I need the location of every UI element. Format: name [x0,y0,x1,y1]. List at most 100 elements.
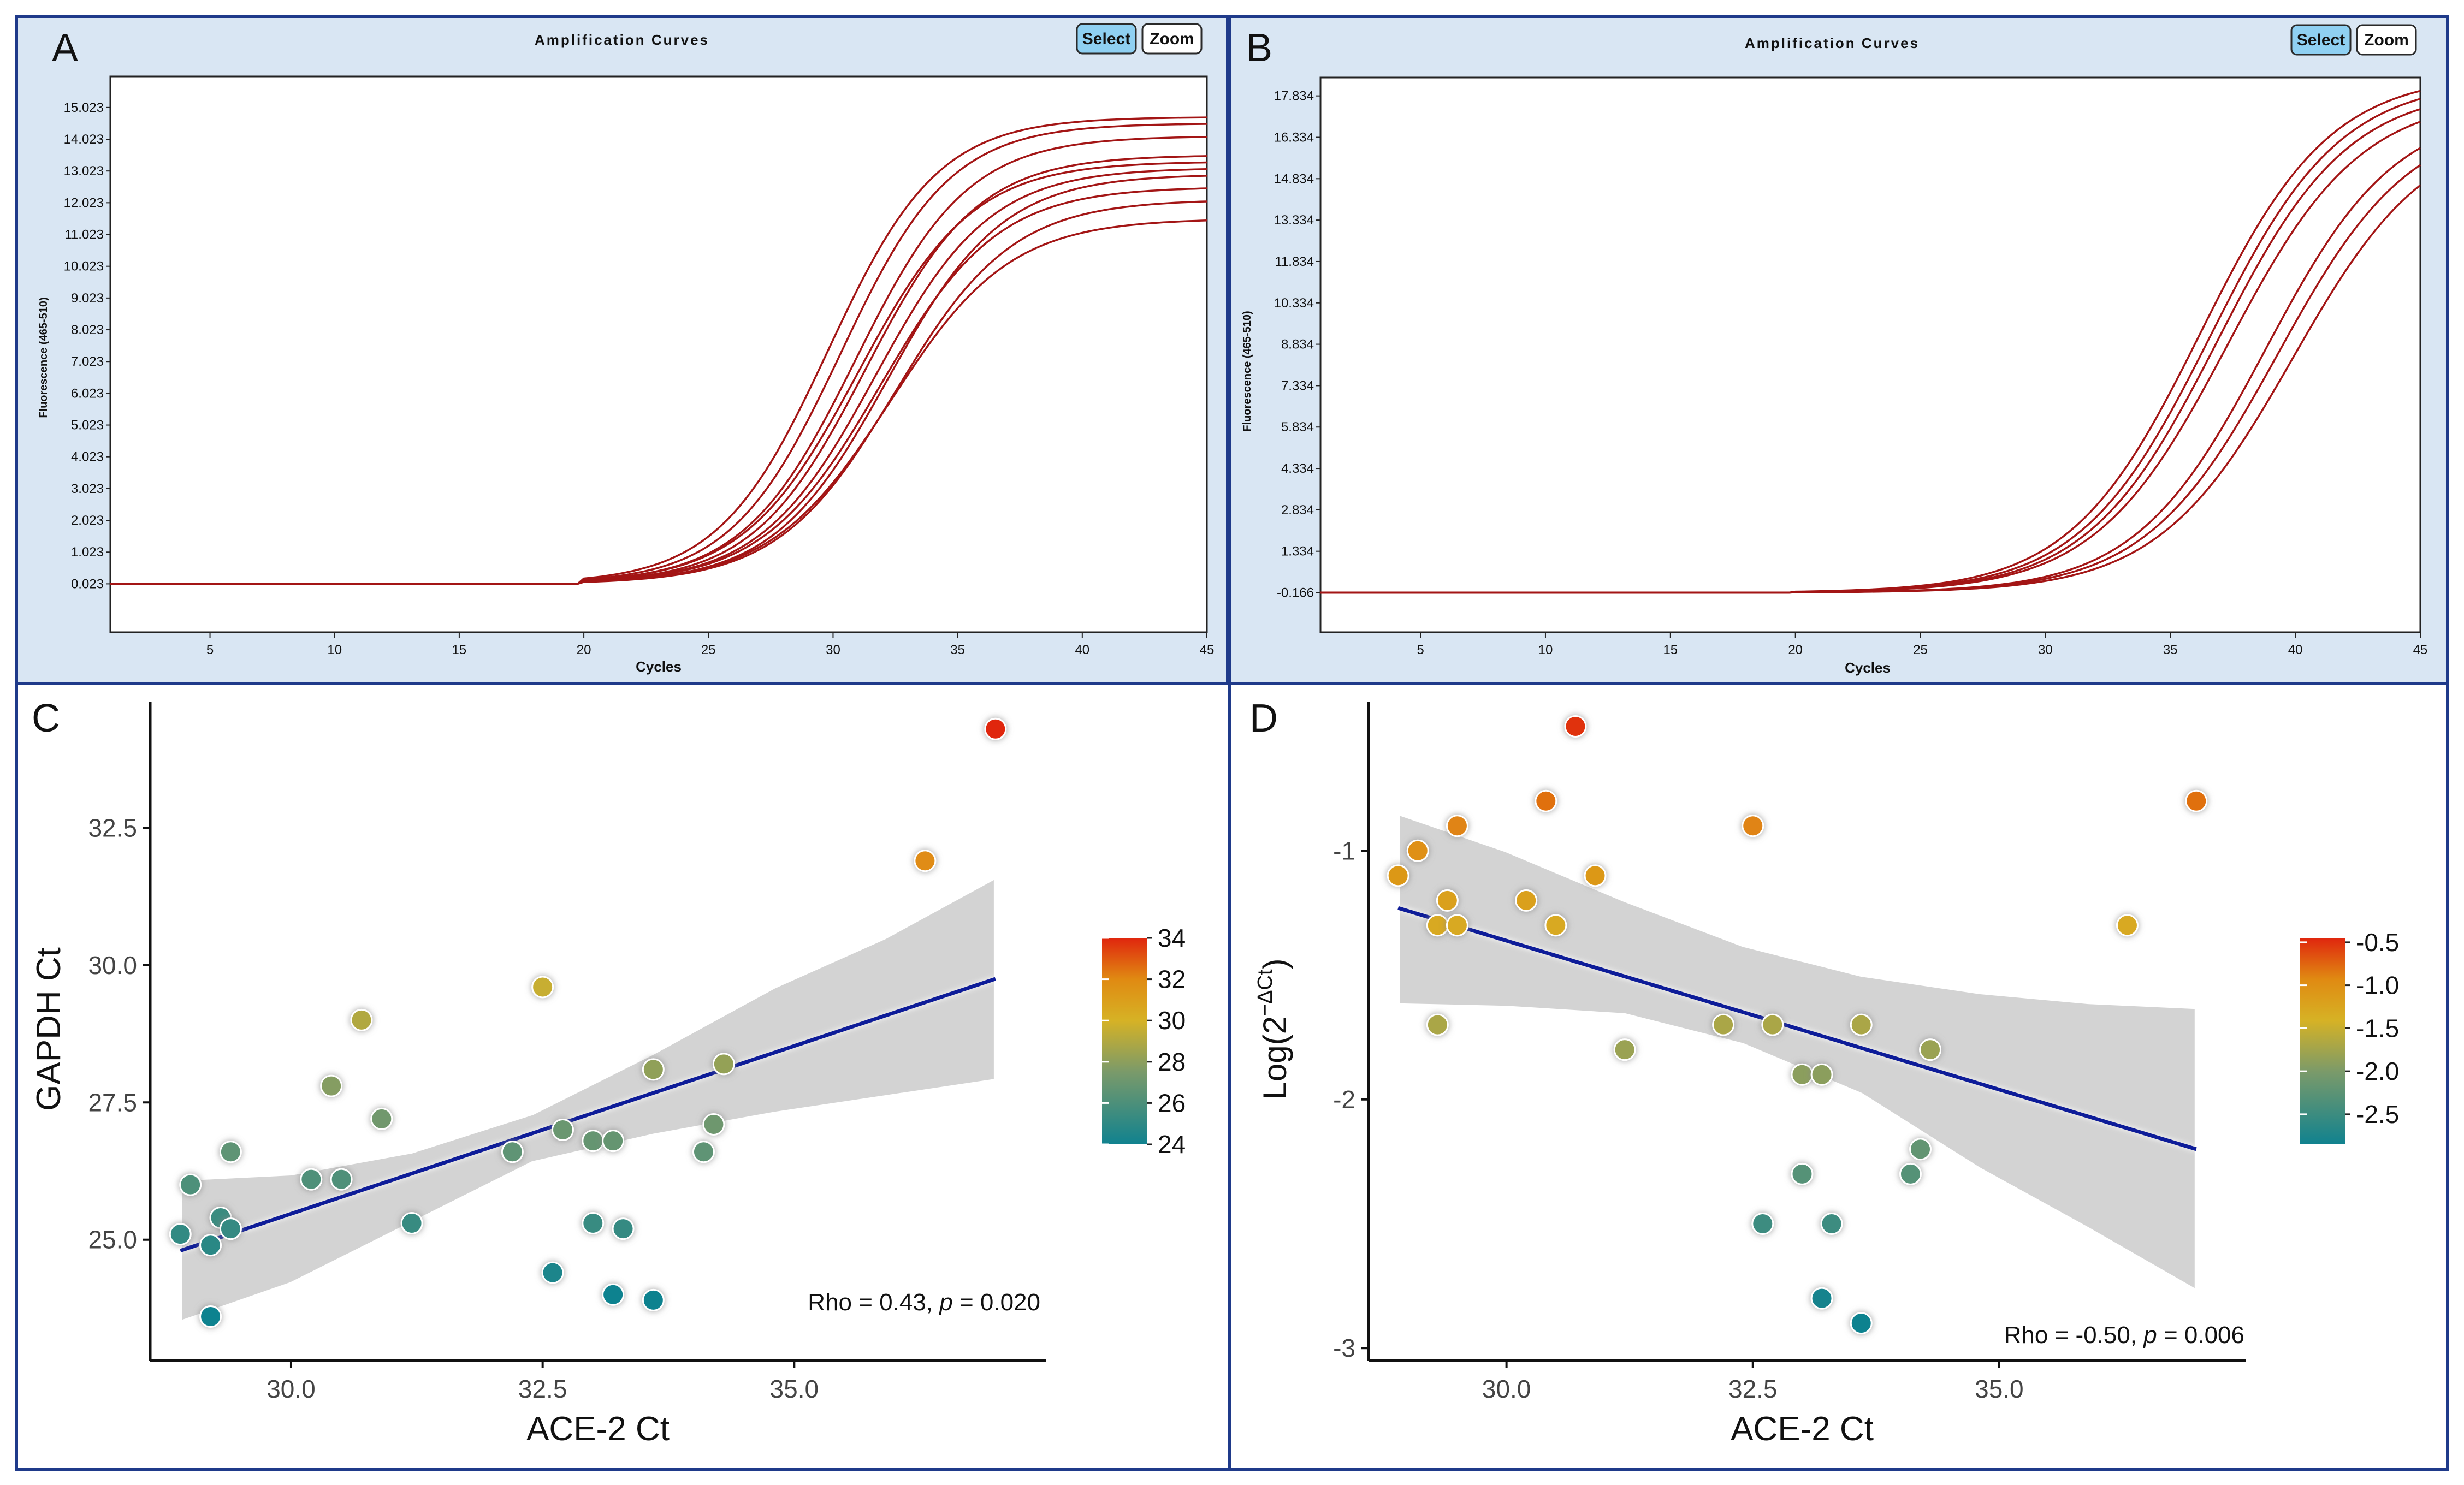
data-point-d-15 [1751,1212,1774,1235]
zoom-button-a-bg[interactable] [1141,23,1203,55]
panel-b-label: B [1246,26,1272,70]
data-point-d-27 [2116,914,2139,937]
x-tick-label-b: 35 [2163,643,2178,657]
x-tick-label-b: 40 [2288,643,2303,657]
colorbar-label-c: 28 [1158,1048,1186,1076]
x-tick-label-d: 32.5 [1728,1375,1778,1403]
zoom-button-b-bg[interactable] [2356,24,2417,56]
colorbar-ticks-d: -0.5 -1.0 -1.5 -2.0 -2.5 [2300,928,2399,1128]
y-tick-label-a: 15.023 [64,100,104,115]
amplification-curves-b [1320,90,2421,594]
colorbar-label-c: 32 [1158,965,1186,994]
data-point-d-26 [1919,1038,1942,1061]
data-point-d-3 [1426,1013,1449,1036]
y-tick-label-b: 7.334 [1281,378,1314,393]
zoom-button-a[interactable]: Zoom [1141,23,1203,55]
data-point-d-20 [1810,1063,1833,1086]
data-point-c-27 [914,850,937,872]
select-button-b[interactable]: Select [2290,24,2352,56]
select-button-b-bg[interactable] [2290,24,2352,56]
y-tick-label-a: 2.023 [71,513,104,528]
y-tick-label-c: 30.0 [88,951,137,979]
stats-suffix-d: = 0.006 [2157,1322,2244,1349]
data-point-c-18 [582,1130,605,1153]
y-axis-label-c: GAPDH Ct [30,947,68,1111]
data-point-c-14 [531,976,554,999]
data-point-c-17 [582,1212,605,1235]
x-tick-label-c: 32.5 [518,1375,567,1403]
y-tick-label-d: -1 [1333,836,1355,865]
colorbar-label-d: -1.0 [2356,971,2399,1000]
x-axis-label-b: Cycles [1845,660,1891,676]
y-tick-label-b: 11.834 [1275,254,1314,269]
scatter-points-c [169,717,1007,1328]
x-tick-label-d: 30.0 [1482,1375,1531,1403]
y-axis-label-b: Fluorescence (465-510) [1241,311,1253,431]
data-point-c-21 [612,1217,635,1240]
select-button-a-bg[interactable] [1076,23,1137,55]
y-tick-label-d: -2 [1333,1085,1355,1114]
y-tick-label-c: 27.5 [88,1088,137,1116]
data-point-d-16 [1761,1013,1784,1036]
y-tick-label-a: 9.023 [71,291,104,306]
select-button-b-label[interactable]: Select [2297,31,2345,49]
data-point-c-11 [370,1107,393,1130]
panel-b-title: Amplification Curves [1745,35,1920,51]
stats-annotation-c: Rho = 0.43, p = 0.020 [808,1289,1040,1316]
data-point-d-21 [1820,1212,1843,1235]
stats-p-d: p [2142,1322,2157,1349]
colorbar-label-c: 34 [1158,924,1186,952]
data-point-c-10 [350,1008,373,1031]
y-tick-label-a: 4.023 [71,450,104,465]
axis-ticks-c: 30.0 32.5 35.0 25.0 27.5 30.0 32.5 [88,813,819,1403]
data-point-c-12 [400,1212,423,1235]
y-tick-label-c: 32.5 [88,813,137,842]
axis-ticks-a: 5 10 15 20 25 30 35 40 45 0.023 1.023 2.023 3.023 4.0… [64,100,1215,657]
panel-d: D 30.0 32.5 35.0 -1 -2 -3 Log(2−ΔCt) ACE-2 Ct… [1228,682,2449,1471]
y-tick-label-a: 1.023 [71,545,104,560]
x-tick-label-a: 10 [327,643,342,657]
y-tick-label-d: -3 [1333,1334,1355,1362]
data-point-d-6 [1446,815,1468,837]
x-tick-label-b: 10 [1538,643,1553,657]
x-tick-label-c: 30.0 [266,1375,316,1403]
y-tick-label-b: -0.166 [1277,586,1314,601]
data-point-d-9 [1544,914,1567,937]
y-tick-label-b: 17.834 [1274,89,1314,104]
data-point-d-10 [1564,715,1587,738]
regression-line-d [1397,906,2197,1151]
x-axis-label-c: ACE-2 Ct [526,1410,670,1448]
ci-band-c [179,874,997,1324]
x-tick-label-a: 25 [701,643,716,657]
select-button-a[interactable]: Select [1076,23,1137,55]
data-point-d-23 [1850,1013,1873,1036]
data-point-d-19 [1810,1287,1833,1310]
x-tick-label-b: 30 [2038,643,2053,657]
colorbar-label-c: 26 [1158,1089,1186,1117]
x-tick-label-b: 15 [1663,643,1678,657]
zoom-button-a-label[interactable]: Zoom [1150,30,1194,48]
data-point-d-7 [1515,889,1538,912]
axis-ticks-b: 5 10 15 20 25 30 35 40 45 -0.166 1.334 2.834 4.334 5.… [1274,89,2428,657]
data-point-d-12 [1613,1038,1636,1061]
y-tick-label-b: 14.834 [1274,171,1314,186]
y-tick-label-a: 11.023 [64,228,104,242]
data-point-d-13 [1712,1013,1735,1036]
select-button-a-label[interactable]: Select [1082,30,1130,48]
data-point-c-5 [219,1217,242,1240]
y-tick-label-a: 14.023 [64,132,104,147]
x-tick-label-b: 20 [1788,643,1803,657]
y-tick-label-a: 13.023 [64,164,104,179]
amplification-curves-a [110,116,1207,585]
x-tick-label-a: 45 [1200,643,1215,657]
colorbar-label-d: -1.5 [2356,1014,2399,1042]
x-tick-label-a: 30 [826,643,840,657]
zoom-button-b[interactable]: Zoom [2356,24,2417,56]
zoom-button-b-label[interactable]: Zoom [2364,31,2409,49]
y-axis-label-a: Fluorescence (465-510) [38,297,50,418]
panel-a: A Amplification Curves Select Zoom Fluor… [15,15,1229,685]
data-point-d-28 [2185,789,2208,812]
y-tick-label-a: 12.023 [64,195,104,210]
panel-a-title: Amplification Curves [535,32,709,48]
y-tick-label-a: 7.023 [71,354,104,369]
